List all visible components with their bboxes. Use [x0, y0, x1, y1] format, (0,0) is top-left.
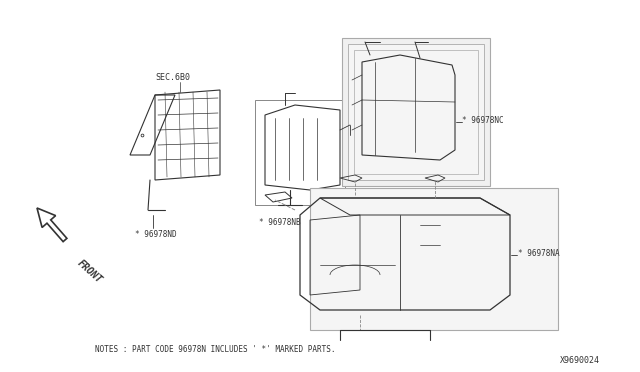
Text: FRONT: FRONT — [75, 258, 104, 285]
Text: * 96978NB: * 96978NB — [259, 218, 301, 227]
Bar — [348, 44, 484, 180]
Text: NOTES : PART CODE 96978N INCLUDES ' *' MARKED PARTS.: NOTES : PART CODE 96978N INCLUDES ' *' M… — [95, 345, 335, 354]
Text: SEC.6B0: SEC.6B0 — [155, 73, 190, 82]
Text: X9690024: X9690024 — [560, 356, 600, 365]
Bar — [255, 100, 345, 205]
Text: * 96978NA: * 96978NA — [518, 248, 559, 257]
Bar — [354, 50, 478, 174]
Bar — [342, 38, 490, 186]
Text: * 96978ND: * 96978ND — [135, 230, 177, 239]
Bar — [310, 188, 558, 330]
Text: * 96978NC: * 96978NC — [462, 115, 504, 125]
